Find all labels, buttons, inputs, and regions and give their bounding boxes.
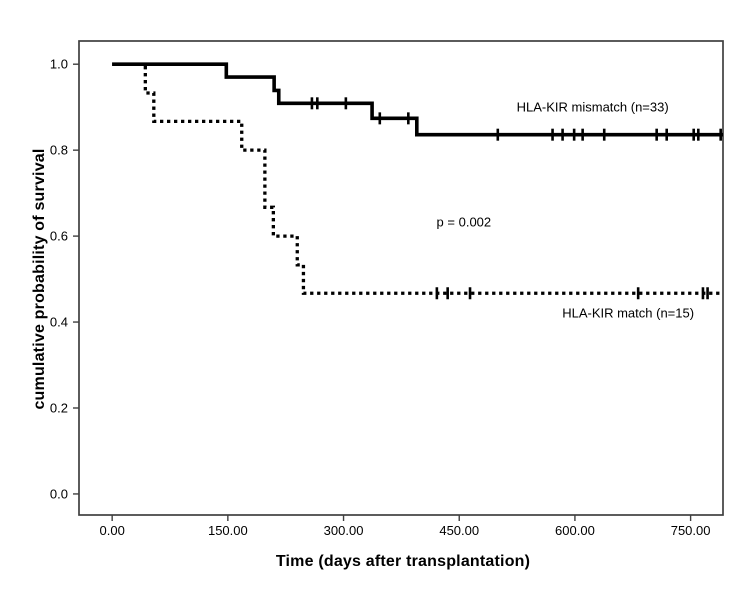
y-tick-label: 0.6 bbox=[50, 229, 68, 244]
x-tick-label: 750.00 bbox=[671, 523, 711, 538]
y-tick-label: 0.8 bbox=[50, 143, 68, 158]
x-tick-label: 300.00 bbox=[324, 523, 364, 538]
y-tick-label: 0.0 bbox=[50, 486, 68, 501]
y-axis-title: cumulative probability of survival bbox=[31, 148, 48, 410]
x-tick-label: 0.00 bbox=[100, 523, 125, 538]
plot-border bbox=[78, 40, 724, 516]
x-tick-label: 600.00 bbox=[555, 523, 595, 538]
x-axis-title: Time (days after transplantation) bbox=[275, 553, 531, 570]
survival-curve-mismatch bbox=[112, 62, 723, 137]
p-value-annotation: p = 0.002 bbox=[436, 214, 492, 230]
y-tick-label: 0.2 bbox=[50, 400, 68, 415]
y-tick-label: 1.0 bbox=[50, 57, 68, 72]
series-label-match: HLA-KIR match (n=15) bbox=[562, 305, 695, 321]
series-label-mismatch: HLA-KIR mismatch (n=33) bbox=[516, 99, 669, 115]
x-tick-label: 150.00 bbox=[208, 523, 248, 538]
x-tick-label: 450.00 bbox=[439, 523, 479, 538]
y-tick-label: 0.4 bbox=[50, 315, 68, 330]
survival-curve-match bbox=[112, 62, 723, 295]
